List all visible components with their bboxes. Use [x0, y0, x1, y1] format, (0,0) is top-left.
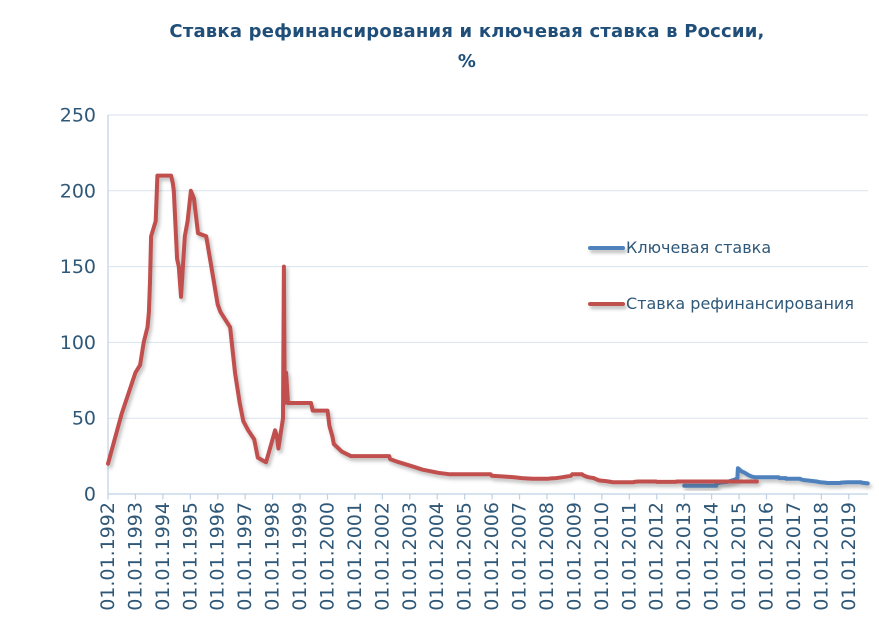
y-tick-label: 100 — [60, 332, 96, 354]
x-tick-label: 01.01.2014 — [701, 502, 723, 611]
legend-label-key-rate: Ключевая ставка — [626, 238, 772, 257]
x-tick-label: 01.01.1994 — [152, 502, 174, 611]
y-tick-label: 50 — [72, 408, 96, 430]
x-tick-label: 01.01.1995 — [179, 502, 201, 611]
x-tick-label: 01.01.2009 — [563, 502, 585, 611]
x-tick-label: 01.01.1992 — [97, 502, 119, 611]
x-tick-label: 01.01.2006 — [481, 502, 503, 611]
x-tick-label: 01.01.2018 — [810, 502, 832, 611]
y-tick-label: 0 — [84, 484, 96, 506]
legend-item-key-rate: Ключевая ставка — [588, 238, 771, 257]
legend-line-key-rate — [588, 245, 625, 250]
x-tick-label: 01.01.2001 — [344, 502, 366, 611]
x-tick-label: 01.01.2017 — [783, 502, 805, 611]
x-tick-label: 01.01.2002 — [371, 502, 393, 611]
x-tick-label: 01.01.2015 — [728, 502, 750, 611]
series-refinancing-rate-line — [106, 173, 759, 485]
x-tick-label: 01.01.2012 — [646, 502, 668, 611]
series-key-rate-line — [682, 466, 870, 488]
legend-item-refinancing-rate: Ставка рефинансирования — [588, 294, 854, 313]
x-tick-label: 01.01.2003 — [399, 502, 421, 611]
x-tick-label: 01.01.2004 — [426, 502, 448, 611]
chart-title-unit: % — [457, 51, 477, 72]
chart-title-line1: Ставка рефинансирования и ключевая ставк… — [169, 21, 765, 42]
legend-line-refinancing-rate — [588, 301, 625, 306]
x-tick-label: 01.01.2010 — [591, 502, 613, 611]
y-tick-label: 200 — [60, 180, 96, 202]
x-tick-label: 01.01.1998 — [262, 502, 284, 611]
x-tick-label: 01.01.1997 — [234, 502, 256, 611]
legend-label-refinancing-rate: Ставка рефинансирования — [626, 294, 854, 313]
x-tick-label: 01.01.1996 — [207, 502, 229, 611]
x-tick-label: 01.01.1993 — [124, 502, 146, 611]
x-tick-label: 01.01.2016 — [755, 502, 777, 611]
y-tick-label: 250 — [60, 105, 96, 127]
x-tick-label: 01.01.2011 — [618, 502, 640, 611]
x-tick-label: 01.01.2019 — [838, 502, 860, 611]
x-tick-label: 01.01.2007 — [509, 502, 531, 611]
chart-title: Ставка рефинансирования и ключевая ставк… — [55, 17, 879, 77]
x-tick-label: 01.01.2008 — [536, 502, 558, 611]
x-tick-label: 01.01.1999 — [289, 502, 311, 611]
y-tick-label: 150 — [60, 256, 96, 278]
x-tick-label: 01.01.2005 — [454, 502, 476, 611]
x-tick-label: 01.01.2000 — [316, 502, 338, 611]
x-tick-label: 01.01.2013 — [673, 502, 695, 611]
